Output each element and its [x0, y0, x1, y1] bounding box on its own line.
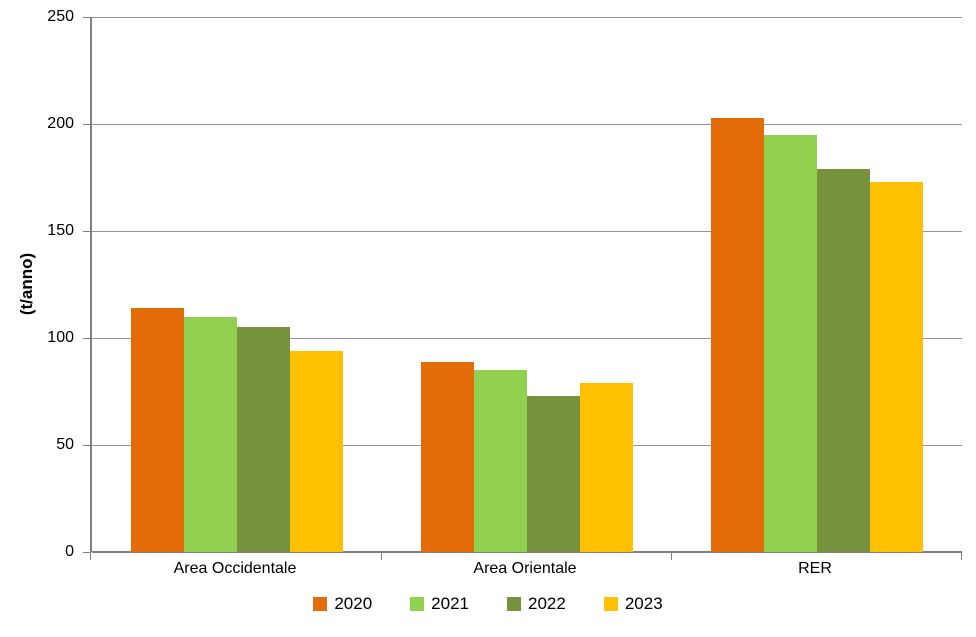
x-axis-tick	[671, 552, 672, 560]
bar-2023	[290, 350, 343, 552]
bar-2023	[580, 382, 633, 552]
gridline	[92, 124, 962, 125]
y-tick-label: 150	[47, 222, 74, 239]
bar-2022	[527, 395, 580, 552]
bar-2021	[474, 370, 527, 552]
legend-swatch-icon	[507, 597, 521, 611]
bar-2021	[184, 316, 237, 552]
x-axis-tick	[90, 552, 91, 560]
bar-2020	[421, 361, 474, 552]
legend-item-2023: 2023	[603, 594, 663, 614]
bar-2023	[870, 181, 923, 552]
legend-label: 2022	[528, 594, 566, 613]
x-category-label: RER	[798, 560, 832, 577]
y-tick-label: 250	[47, 8, 74, 25]
bar-2020	[131, 308, 184, 552]
bar-2022	[817, 168, 870, 552]
y-tick-label: 100	[47, 329, 74, 346]
legend-item-2022: 2022	[507, 594, 566, 614]
x-category-label: Area Occidentale	[173, 560, 297, 577]
legend: 2020 2021 2022 2023	[0, 594, 976, 614]
bar-2021	[764, 134, 817, 552]
y-axis-title: (t/anno)	[17, 252, 36, 316]
y-axis-tick	[83, 17, 90, 18]
x-axis-tick	[381, 552, 382, 560]
plot-area	[83, 17, 962, 560]
legend-swatch-icon	[313, 597, 328, 611]
y-axis-tick	[83, 124, 90, 125]
legend-swatch-icon	[410, 597, 425, 611]
y-axis-tick	[83, 231, 90, 232]
legend-swatch-icon	[603, 597, 618, 611]
legend-item-2021: 2021	[410, 594, 469, 614]
y-axis-tick	[83, 445, 90, 446]
y-tick-label: 50	[56, 436, 74, 453]
legend-label: 2023	[624, 594, 663, 613]
y-axis-tick	[83, 552, 90, 553]
gridline	[92, 17, 962, 18]
gridline	[92, 338, 962, 339]
x-category-label: Area Orientale	[473, 560, 577, 577]
legend-item-2020: 2020	[313, 594, 372, 614]
bar-2022	[237, 327, 290, 552]
legend-label: 2021	[431, 594, 469, 613]
x-axis-line	[92, 551, 962, 553]
y-tick-label: 200	[47, 115, 74, 132]
bar-2020	[711, 117, 764, 552]
bar-group	[382, 17, 672, 552]
legend-label: 2020	[334, 594, 373, 613]
y-axis-tick	[83, 338, 90, 339]
x-axis-tick	[961, 552, 962, 560]
y-tick-label: 0	[65, 543, 74, 560]
bar-group	[672, 17, 962, 552]
gridline	[92, 231, 962, 232]
bar-group	[92, 17, 382, 552]
